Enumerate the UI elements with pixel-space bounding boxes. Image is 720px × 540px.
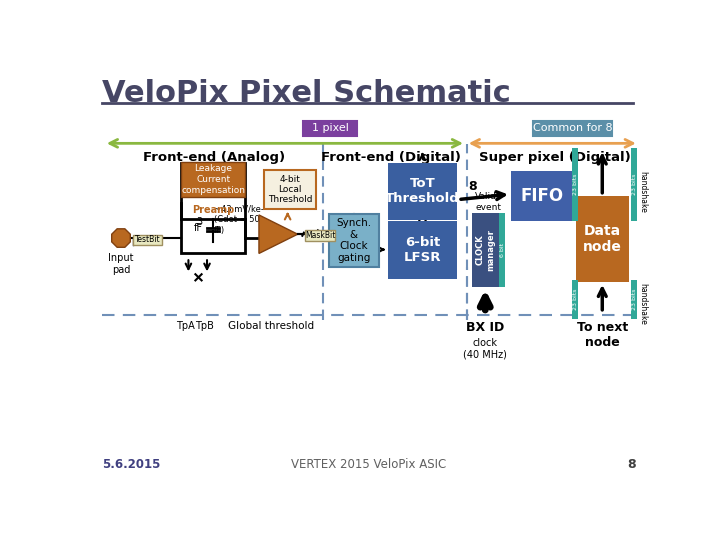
Text: 3: 3: [197, 217, 202, 227]
Text: Common for 8: Common for 8: [533, 123, 613, 133]
Text: Front-end (Analog): Front-end (Analog): [143, 151, 285, 164]
Text: Synch.
&
Clock
gating: Synch. & Clock gating: [336, 218, 372, 263]
FancyBboxPatch shape: [181, 162, 245, 197]
Text: 1 pixel: 1 pixel: [312, 123, 348, 133]
FancyBboxPatch shape: [576, 195, 629, 282]
Polygon shape: [259, 215, 297, 253]
Text: 6 bit: 6 bit: [500, 243, 505, 257]
FancyBboxPatch shape: [388, 221, 456, 279]
Text: ToT
Threshold: ToT Threshold: [385, 178, 460, 205]
Text: Valid
event: Valid event: [475, 192, 501, 212]
FancyBboxPatch shape: [264, 170, 316, 209]
Text: TestBit: TestBit: [135, 235, 160, 245]
FancyBboxPatch shape: [305, 231, 335, 241]
Text: BX ID: BX ID: [466, 321, 505, 334]
Text: Front-end (Digital): Front-end (Digital): [321, 151, 461, 164]
Text: 8: 8: [628, 458, 636, 471]
Text: handshake: handshake: [638, 282, 647, 325]
Text: Super pixel (Digital): Super pixel (Digital): [479, 151, 631, 164]
Text: CLOCK
manager: CLOCK manager: [476, 229, 495, 271]
Text: To next
node: To next node: [577, 321, 628, 349]
Text: VERTEX 2015 VeloPix ASIC: VERTEX 2015 VeloPix ASIC: [292, 458, 446, 471]
FancyBboxPatch shape: [472, 213, 499, 287]
Text: fF: fF: [194, 223, 202, 233]
FancyBboxPatch shape: [572, 280, 578, 319]
Text: 23 bits: 23 bits: [572, 289, 577, 310]
FancyBboxPatch shape: [388, 163, 456, 220]
Text: VeloPix Pixel Schematic: VeloPix Pixel Schematic: [102, 79, 510, 107]
FancyBboxPatch shape: [572, 148, 578, 221]
Text: ~43 mV/ke-
(Cdet = 50
fF): ~43 mV/ke- (Cdet = 50 fF): [214, 205, 264, 235]
Text: MaskBit: MaskBit: [305, 231, 336, 240]
Text: TpB: TpB: [195, 321, 214, 331]
Text: Global threshold: Global threshold: [228, 321, 314, 331]
FancyBboxPatch shape: [499, 213, 505, 287]
Text: 6-bit
LFSR: 6-bit LFSR: [404, 236, 441, 264]
FancyBboxPatch shape: [132, 235, 162, 245]
Text: 23 bits: 23 bits: [631, 289, 636, 310]
Text: FIFO: FIFO: [521, 187, 563, 205]
Text: handshake: handshake: [638, 171, 647, 213]
Text: 23 bits: 23 bits: [631, 174, 636, 195]
Text: TpA: TpA: [176, 321, 194, 331]
FancyBboxPatch shape: [534, 121, 612, 136]
FancyBboxPatch shape: [510, 171, 573, 221]
Text: Input
pad: Input pad: [108, 253, 134, 275]
Text: 23 bits: 23 bits: [572, 174, 577, 195]
FancyBboxPatch shape: [329, 214, 379, 267]
Text: clock
(40 MHz): clock (40 MHz): [463, 338, 507, 360]
Text: Preamp: Preamp: [192, 205, 234, 214]
FancyBboxPatch shape: [631, 148, 637, 221]
Text: Data
node: Data node: [582, 224, 621, 254]
Text: 4-bit
Local
Threshold: 4-bit Local Threshold: [268, 174, 312, 205]
Text: 5.6.2015: 5.6.2015: [102, 458, 160, 471]
Text: 8: 8: [469, 180, 477, 193]
FancyBboxPatch shape: [631, 280, 637, 319]
Text: Leakage
Current
compensation: Leakage Current compensation: [181, 164, 246, 195]
Polygon shape: [112, 229, 130, 247]
FancyBboxPatch shape: [303, 121, 357, 136]
